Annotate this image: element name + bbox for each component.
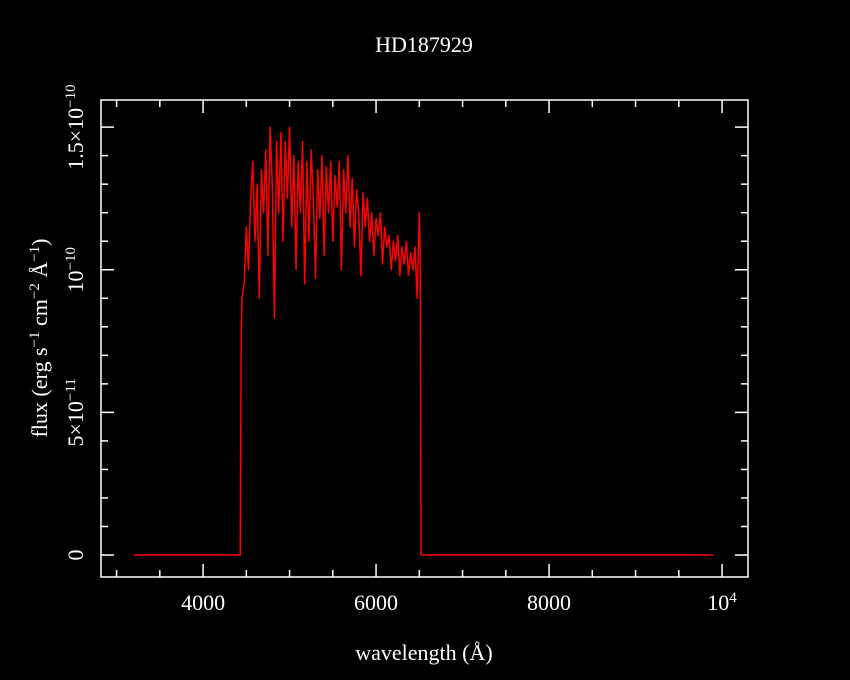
plot-frame	[100, 99, 749, 578]
y-tick-label: 5×10−11	[63, 378, 88, 446]
y-axis-label-part: cm	[27, 299, 52, 331]
y-axis-label: flux (erg s−1 cm−2 Å−1)	[27, 238, 52, 437]
spectrum-line	[133, 126, 714, 556]
y-tick-label: 0	[63, 550, 88, 561]
x-axis-label: wavelength (Å)	[355, 640, 492, 665]
tick-label-base: 10	[63, 270, 88, 292]
y-tick-label: 1.5×10−10	[63, 84, 88, 169]
tick-label-exponent: −10	[63, 247, 79, 270]
chart-title: HD187929	[375, 32, 473, 57]
y-axis-label-part: flux (erg s	[27, 347, 52, 437]
y-tick-label: 10−10	[63, 247, 88, 292]
y-axis-label-part: −1	[27, 332, 43, 348]
x-tick-label: 6000	[354, 590, 398, 615]
tick-label-base: 10	[707, 590, 729, 615]
tick-label-exponent: −10	[63, 84, 79, 107]
tick-label-base: 5×10	[63, 401, 88, 446]
tick-label-base: 1.5×10	[63, 108, 88, 170]
tick-label-exponent: −11	[63, 378, 79, 401]
y-axis-label-part: )	[27, 238, 52, 245]
x-tick-label: 8000	[527, 590, 571, 615]
y-axis-label-part: −1	[27, 246, 43, 262]
tick-label-exponent: 4	[729, 590, 737, 606]
y-axis-label-part: −2	[27, 283, 43, 299]
x-tick-label: 104	[707, 590, 737, 615]
x-tick-label: 4000	[181, 590, 225, 615]
y-axis-label-part: Å	[27, 262, 52, 284]
